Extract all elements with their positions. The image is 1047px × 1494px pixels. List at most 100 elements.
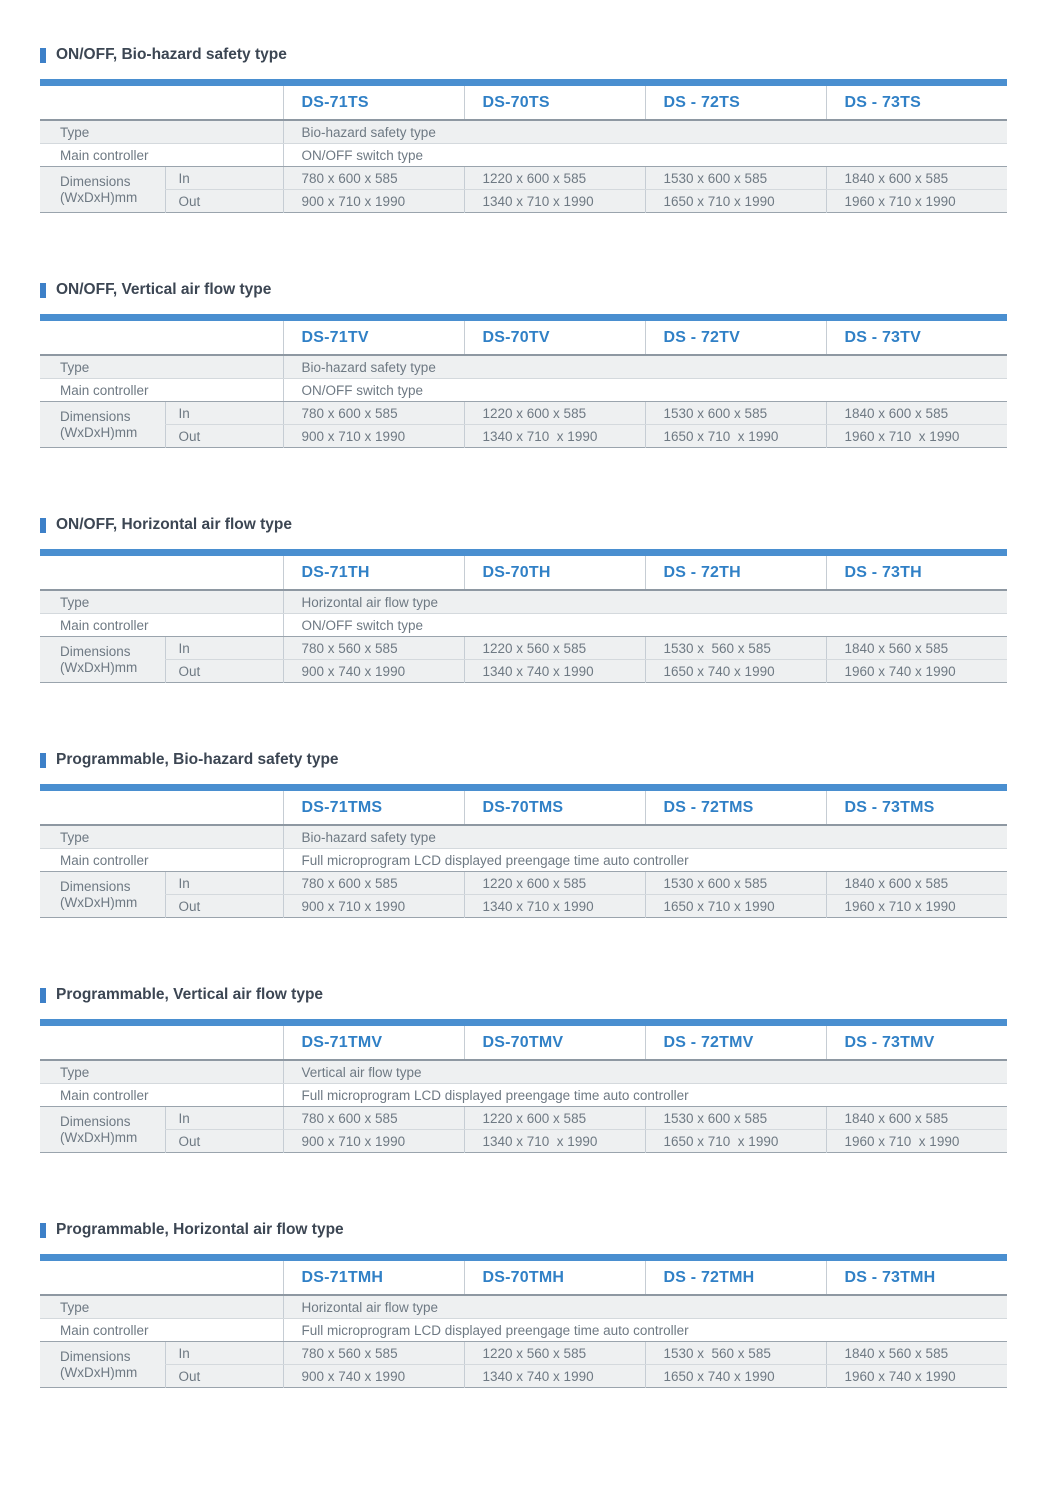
dim-out-value: 900 x 710 x 1990	[282, 1129, 464, 1153]
dim-in-value: 780 x 600 x 585	[282, 401, 464, 425]
dim-out-value: 1960 x 710 x 1990	[825, 1129, 1007, 1153]
model-name: DS-70TMH	[463, 1257, 645, 1296]
dimensions-label: Dimensions (WxDxH)mm	[60, 643, 138, 675]
dim-out-value: 1340 x 710 x 1990	[463, 189, 645, 213]
spec-table: DS-71TMV DS-70TMV DS - 72TMV DS - 73TMV …	[40, 1019, 1007, 1153]
dimensions-in-row: Dimensions (WxDxH)mm In 780 x 560 x 585 …	[40, 636, 1007, 675]
controller-row: Main controller ON/OFF switch type	[40, 613, 1007, 637]
type-label: Type	[40, 590, 283, 614]
dim-out-value: 1650 x 710 x 1990	[644, 894, 826, 918]
dimensions-in-row: Dimensions (WxDxH)mm In 780 x 600 x 585 …	[40, 401, 1007, 440]
header-spacer-cell	[40, 82, 283, 121]
dim-out-value: 1650 x 740 x 1990	[644, 1364, 826, 1388]
dim-out-value: 1340 x 710 x 1990	[463, 894, 645, 918]
model-name: DS-71TS	[282, 82, 464, 121]
controller-row: Main controller Full microprogram LCD di…	[40, 1318, 1007, 1342]
model-name: DS - 72TH	[644, 552, 826, 591]
controller-value: ON/OFF switch type	[282, 143, 1007, 167]
in-label: In	[164, 401, 283, 425]
section-title: ON/OFF, Vertical air flow type	[56, 281, 272, 298]
dimensions-in-row: Dimensions (WxDxH)mm In 780 x 600 x 585 …	[40, 1106, 1007, 1145]
model-name: DS-71TMV	[282, 1022, 464, 1061]
dim-in-value: 1840 x 600 x 585	[825, 871, 1007, 895]
model-name: DS - 73TS	[825, 82, 1007, 121]
dim-in-value: 1840 x 600 x 585	[825, 1106, 1007, 1130]
model-name: DS - 72TS	[644, 82, 826, 121]
model-name: DS-70TV	[463, 317, 645, 356]
dimensions-in-row: Dimensions (WxDxH)mm In 780 x 560 x 585 …	[40, 1341, 1007, 1380]
dim-out-value: 900 x 710 x 1990	[282, 189, 464, 213]
controller-label: Main controller	[40, 848, 283, 872]
dim-out-value: 1650 x 710 x 1990	[644, 1129, 826, 1153]
type-value: Bio-hazard safety type	[282, 120, 1007, 144]
type-row: Type Bio-hazard safety type	[40, 825, 1007, 849]
section-prog-vertical: Programmable, Vertical air flow type DS-…	[40, 984, 1007, 1153]
header-spacer-cell	[40, 1257, 283, 1296]
model-name: DS-70TMS	[463, 787, 645, 826]
header-spacer-cell	[40, 787, 283, 826]
dim-in-value: 1840 x 600 x 585	[825, 166, 1007, 190]
dimensions-out-row: Out 900 x 710 x 1990 1340 x 710 x 1990 1…	[40, 189, 1007, 213]
dim-out-value: 1650 x 740 x 1990	[644, 659, 826, 683]
section-title: ON/OFF, Horizontal air flow type	[56, 516, 292, 533]
controller-row: Main controller Full microprogram LCD di…	[40, 1083, 1007, 1107]
model-name: DS - 73TV	[825, 317, 1007, 356]
dim-out-value: 900 x 710 x 1990	[282, 424, 464, 448]
section-title: ON/OFF, Bio-hazard safety type	[56, 46, 287, 63]
section-heading: ON/OFF, Vertical air flow type	[40, 279, 1007, 301]
dimensions-out-row: Out 900 x 710 x 1990 1340 x 710 x 1990 1…	[40, 894, 1007, 918]
model-header-row: DS-71TV DS-70TV DS - 72TV DS - 73TV	[40, 317, 1007, 356]
dim-out-value: 1960 x 710 x 1990	[825, 189, 1007, 213]
spec-table: DS-71TH DS-70TH DS - 72TH DS - 73TH Type…	[40, 549, 1007, 683]
bullet-icon	[40, 47, 46, 63]
bullet-icon	[40, 282, 46, 298]
out-label: Out	[164, 1129, 283, 1153]
controller-value: Full microprogram LCD displayed preengag…	[282, 1083, 1007, 1107]
dim-out-value: 1650 x 710 x 1990	[644, 189, 826, 213]
dim-out-value: 900 x 740 x 1990	[282, 659, 464, 683]
bullet-icon	[40, 987, 46, 1003]
dim-out-value: 1340 x 740 x 1990	[463, 1364, 645, 1388]
type-label: Type	[40, 1060, 283, 1084]
spec-table: DS-71TMH DS-70TMH DS - 72TMH DS - 73TMH …	[40, 1254, 1007, 1388]
section-onoff-vertical: ON/OFF, Vertical air flow type DS-71TV D…	[40, 279, 1007, 448]
dim-in-value: 780 x 600 x 585	[282, 1106, 464, 1130]
dim-out-value: 900 x 740 x 1990	[282, 1364, 464, 1388]
dimensions-out-row: Out 900 x 710 x 1990 1340 x 710 x 1990 1…	[40, 1129, 1007, 1153]
model-name: DS - 73TMV	[825, 1022, 1007, 1061]
controller-value: Full microprogram LCD displayed preengag…	[282, 1318, 1007, 1342]
model-header-row: DS-71TMH DS-70TMH DS - 72TMH DS - 73TMH	[40, 1257, 1007, 1296]
type-row: Type Horizontal air flow type	[40, 1295, 1007, 1319]
in-label: In	[164, 166, 283, 190]
header-spacer-cell	[40, 552, 283, 591]
spec-table: DS-71TV DS-70TV DS - 72TV DS - 73TV Type…	[40, 314, 1007, 448]
model-header-row: DS-71TMV DS-70TMV DS - 72TMV DS - 73TMV	[40, 1022, 1007, 1061]
dim-in-value: 780 x 600 x 585	[282, 871, 464, 895]
dim-in-value: 780 x 600 x 585	[282, 166, 464, 190]
dimensions-label: Dimensions (WxDxH)mm	[60, 173, 138, 205]
dim-in-value: 1220 x 600 x 585	[463, 166, 645, 190]
controller-row: Main controller ON/OFF switch type	[40, 378, 1007, 402]
section-title: Programmable, Vertical air flow type	[56, 986, 324, 1003]
dimensions-out-row: Out 900 x 740 x 1990 1340 x 740 x 1990 1…	[40, 659, 1007, 683]
out-label: Out	[164, 1364, 283, 1388]
dimensions-label: Dimensions (WxDxH)mm	[60, 878, 138, 910]
model-name: DS-70TS	[463, 82, 645, 121]
controller-label: Main controller	[40, 143, 283, 167]
type-label: Type	[40, 825, 283, 849]
dim-out-value: 1340 x 710 x 1990	[463, 1129, 645, 1153]
out-label: Out	[164, 424, 283, 448]
dim-in-value: 1220 x 600 x 585	[463, 1106, 645, 1130]
model-header-row: DS-71TH DS-70TH DS - 72TH DS - 73TH	[40, 552, 1007, 591]
dim-in-value: 1530 x 600 x 585	[644, 401, 826, 425]
spec-table: DS-71TS DS-70TS DS - 72TS DS - 73TS Type…	[40, 79, 1007, 213]
out-label: Out	[164, 659, 283, 683]
controller-row: Main controller ON/OFF switch type	[40, 143, 1007, 167]
out-label: Out	[164, 189, 283, 213]
dimensions-in-row: Dimensions (WxDxH)mm In 780 x 600 x 585 …	[40, 871, 1007, 910]
dim-in-value: 1840 x 560 x 585	[825, 1341, 1007, 1365]
type-value: Vertical air flow type	[282, 1060, 1007, 1084]
dim-in-value: 1840 x 560 x 585	[825, 636, 1007, 660]
model-name: DS - 73TMS	[825, 787, 1007, 826]
in-label: In	[164, 871, 283, 895]
